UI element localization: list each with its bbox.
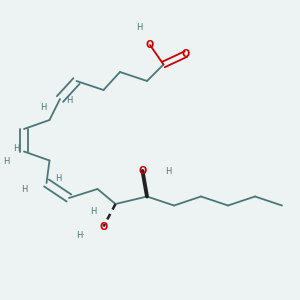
Text: H: H	[90, 207, 96, 216]
Text: H: H	[66, 96, 72, 105]
Text: O: O	[182, 49, 190, 59]
Text: H: H	[136, 22, 143, 32]
Text: H·: H·	[76, 231, 85, 240]
Text: H: H	[3, 158, 9, 166]
Text: H: H	[40, 103, 47, 112]
Text: H: H	[21, 184, 27, 194]
Text: O: O	[99, 221, 108, 232]
Text: H: H	[55, 174, 62, 183]
Text: H: H	[165, 167, 171, 176]
Text: O: O	[146, 40, 154, 50]
Text: O: O	[138, 166, 147, 176]
Text: H: H	[13, 144, 20, 153]
